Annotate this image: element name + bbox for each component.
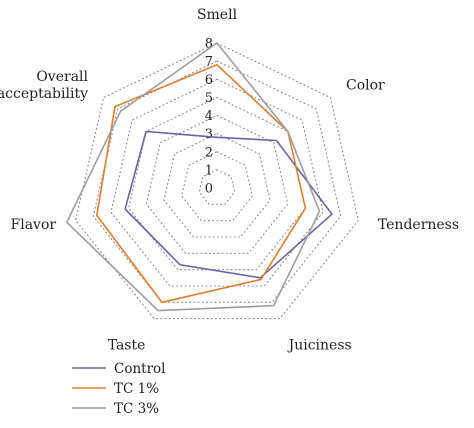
axis-label-flavor: Flavor (11, 217, 57, 233)
tick-label-0: 0 (205, 182, 213, 197)
grid-ring-1 (198, 169, 236, 205)
grid-layer (75, 42, 359, 320)
grid-ring-3 (163, 132, 271, 238)
grid-ring-2 (181, 151, 253, 222)
axis-label-acceptability: acceptability (0, 86, 88, 102)
tick-label-6: 6 (205, 73, 213, 88)
series-tc-1- (95, 63, 307, 304)
axis-label-color: Color (346, 78, 385, 94)
tick-label-2: 2 (205, 145, 213, 160)
legend-label-tc-3-: TC 3% (114, 401, 159, 417)
legend: Control TC 1% TC 3% (72, 361, 165, 417)
grid-ring-6 (110, 78, 324, 287)
axis-label-taste: Taste (108, 338, 146, 354)
axis-label-juiciness: Juiciness (287, 338, 352, 354)
series-control (124, 130, 333, 279)
axis-labels: Smell Color Tenderness Juiciness Taste Flavor… (0, 7, 459, 354)
legend-label-control: Control (114, 361, 165, 377)
tick-label-7: 7 (205, 55, 213, 70)
axis-label-smell: Smell (197, 7, 238, 23)
series-layer (65, 41, 333, 312)
tick-label-3: 3 (205, 127, 213, 142)
series-tc-3- (65, 41, 321, 312)
axis-label-overall: Overall (36, 69, 88, 85)
grid-ring-8 (75, 42, 359, 320)
axis-label-tenderness: Tenderness (378, 217, 459, 233)
legend-label-tc-1-: TC 1% (114, 381, 159, 397)
tick-label-4: 4 (205, 109, 213, 124)
tick-label-5: 5 (205, 91, 213, 106)
tick-label-1: 1 (205, 163, 213, 178)
tick-label-8: 8 (205, 37, 213, 52)
tick-labels: 0 1 2 3 4 5 6 7 8 (205, 37, 213, 197)
